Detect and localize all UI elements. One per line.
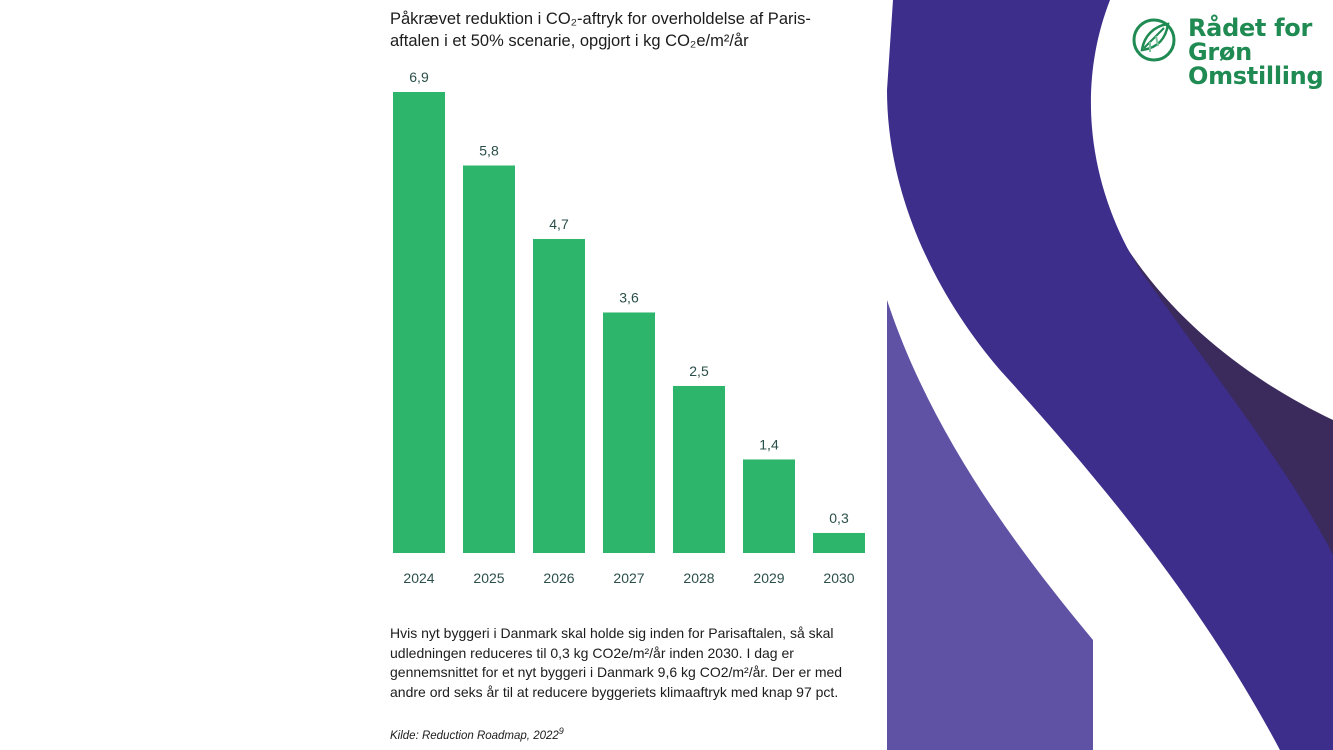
x-tick-labels-group: 2024 2025 2026 2027 2028 2029 2030 bbox=[403, 570, 854, 586]
source-footnote-ref: 9 bbox=[558, 726, 564, 736]
value-label-2024: 6,9 bbox=[409, 69, 429, 85]
logo-wordmark: Rådet for Grøn Omstilling bbox=[1188, 16, 1333, 88]
value-label-2026: 4,7 bbox=[549, 216, 569, 232]
leaf-logo-icon bbox=[1132, 18, 1176, 62]
source-note: Kilde: Reduction Roadmap, 20229 bbox=[390, 726, 790, 742]
chart-title: Påkrævet reduktion i CO₂-aftryk for over… bbox=[390, 10, 811, 50]
ribbon-light-shape bbox=[887, 300, 1093, 750]
x-tick-label-2028: 2028 bbox=[683, 570, 714, 586]
logo-line-2: Grøn bbox=[1188, 38, 1252, 66]
bar-2028 bbox=[673, 385, 725, 553]
value-label-2028: 2,5 bbox=[689, 363, 709, 379]
logo: Rådet for Grøn Omstilling bbox=[1130, 16, 1330, 96]
bar-2029 bbox=[743, 459, 795, 553]
bar-2030 bbox=[813, 532, 865, 553]
x-tick-label-2024: 2024 bbox=[403, 570, 434, 586]
value-label-2030: 0,3 bbox=[829, 510, 849, 526]
bar-2026 bbox=[533, 238, 585, 553]
bar-chart: 6,95,84,73,62,51,40,3 2024 2025 2026 2027 20… bbox=[393, 69, 865, 586]
x-tick-label-2027: 2027 bbox=[613, 570, 644, 586]
logo-line-1: Rådet for bbox=[1188, 14, 1313, 42]
bar-2025 bbox=[463, 165, 515, 554]
x-tick-label-2030: 2030 bbox=[823, 570, 854, 586]
value-label-2027: 3,6 bbox=[619, 289, 639, 305]
value-labels-group: 6,9 5,8 4,7 3,6 2,5 1,4 0,3 bbox=[409, 69, 849, 526]
x-tick-label-2025: 2025 bbox=[473, 570, 504, 586]
body-paragraph: Hvis nyt byggeri i Danmark skal holde si… bbox=[390, 625, 843, 700]
bar-2024 bbox=[393, 92, 445, 553]
value-label-2029: 1,4 bbox=[759, 436, 779, 452]
bar-2027 bbox=[603, 312, 655, 553]
ribbon-main-shape bbox=[887, 0, 1333, 750]
x-tick-label-2029: 2029 bbox=[753, 570, 784, 586]
source-text: Kilde: Reduction Roadmap, 2022 bbox=[390, 729, 559, 742]
x-tick-label-2026: 2026 bbox=[543, 570, 574, 586]
logo-line-3: Omstilling bbox=[1188, 62, 1324, 90]
bars-group bbox=[393, 92, 865, 554]
value-label-2025: 5,8 bbox=[479, 142, 499, 158]
